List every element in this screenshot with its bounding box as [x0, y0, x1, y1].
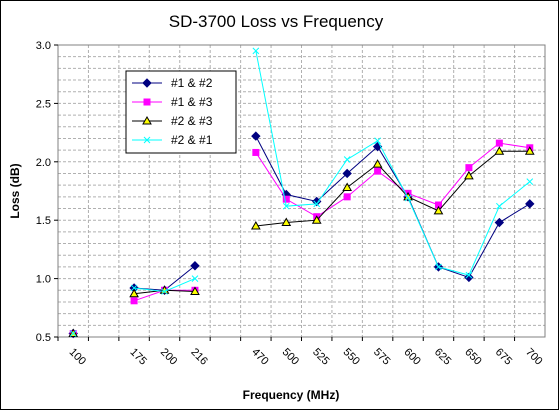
- x-marker-stroke: [435, 263, 442, 271]
- x-marker-stroke: [343, 156, 351, 163]
- series-3-point: [464, 170, 474, 180]
- series-1-point: [342, 168, 352, 179]
- x-marker-stroke: [526, 178, 534, 186]
- x-marker-stroke: [374, 137, 381, 145]
- y-tick-label: 1.5: [36, 215, 51, 227]
- x-tick-label: 675: [493, 346, 514, 367]
- x-marker-stroke: [130, 284, 138, 292]
- series-3-point: [311, 215, 322, 224]
- series-4-point: [69, 330, 77, 337]
- legend-marker: [142, 115, 152, 125]
- series-2-point: [252, 148, 260, 156]
- series-1-line: [255, 135, 531, 279]
- series-3-point: [494, 146, 505, 155]
- series-1-point: [525, 199, 535, 209]
- series-4-point: [495, 202, 503, 210]
- series-4-point: [404, 194, 412, 202]
- x-tick-label: 650: [462, 346, 483, 367]
- legend-label: #1 & #3: [171, 95, 213, 109]
- x-marker-stroke: [143, 136, 151, 144]
- x-tick-label: 470: [249, 346, 270, 367]
- series-3-point: [250, 221, 261, 230]
- x-tick-label: 200: [158, 346, 179, 367]
- series-4-point: [252, 47, 260, 55]
- series-layer: [68, 47, 535, 339]
- chart-title: SD-3700 Loss vs Frequency: [169, 12, 384, 31]
- x-axis-title: Frequency (MHz): [243, 388, 340, 402]
- series-3-point: [372, 159, 383, 168]
- x-tick-label: 700: [523, 346, 544, 367]
- series-2-point: [130, 297, 138, 305]
- y-axis-ticks: 0.5 1.0 1.5 2.0 2.5 3.0: [36, 40, 58, 344]
- series-3-point: [129, 288, 139, 298]
- series-2-point: [495, 139, 503, 147]
- series-1-point: [251, 131, 261, 141]
- legend-marker: [142, 78, 152, 88]
- series-3-point: [342, 182, 353, 191]
- x-tick-label: 525: [310, 346, 331, 367]
- series-4-line: [255, 50, 531, 276]
- series-4-point: [465, 271, 473, 279]
- series-3-point: [281, 217, 292, 227]
- legend-label: #2 & #3: [171, 114, 213, 128]
- x-marker-stroke: [161, 288, 168, 295]
- series-2-point: [343, 193, 351, 201]
- series-4-point: [161, 288, 168, 295]
- series-1-point: [464, 272, 474, 283]
- series-2-line: [255, 142, 530, 218]
- series-4: [69, 47, 534, 337]
- series-3-point: [190, 286, 200, 295]
- series-2-point: [374, 167, 382, 175]
- x-marker-stroke: [191, 275, 199, 282]
- x-tick-label: 600: [401, 346, 422, 367]
- x-marker-stroke: [252, 47, 260, 55]
- legend-marker: [143, 98, 151, 106]
- series-4-point: [435, 263, 442, 271]
- x-marker-stroke: [495, 202, 503, 210]
- series-4-point: [526, 178, 534, 186]
- x-tick-label: 575: [371, 346, 392, 367]
- legend-label: #2 & #1: [171, 133, 213, 147]
- series-4-point: [343, 156, 351, 163]
- y-axis-title: Loss (dB): [8, 163, 22, 218]
- series-4-point: [130, 284, 138, 292]
- legend-label: #1 & #2: [171, 76, 213, 90]
- series-3-point: [524, 146, 535, 155]
- y-tick-label: 2.5: [36, 98, 51, 110]
- x-marker-stroke: [282, 202, 290, 210]
- series-4-point: [282, 202, 290, 210]
- series-2-point: [282, 195, 290, 203]
- x-tick-label: 500: [280, 346, 301, 367]
- x-marker-stroke: [404, 194, 412, 202]
- x-tick-label: 175: [127, 346, 148, 367]
- series-3-point: [433, 205, 444, 215]
- y-tick-label: 0.5: [36, 332, 51, 344]
- x-marker-stroke: [465, 271, 473, 279]
- y-tick-label: 2.0: [36, 157, 51, 169]
- series-4-point: [313, 200, 321, 208]
- series-2-point: [465, 164, 473, 172]
- y-tick-label: 3.0: [36, 40, 51, 52]
- x-marker-stroke: [69, 330, 77, 337]
- x-tick-label: 100: [67, 346, 88, 367]
- x-marker-stroke: [313, 200, 321, 208]
- series-4-point: [191, 275, 199, 282]
- series-1-point: [190, 261, 200, 271]
- series-3-line: [255, 150, 530, 227]
- x-axis-ticks: 100 175 200 216 470 500 525 550 575 600 625 650 675 7…: [57, 337, 545, 368]
- series-3: [68, 146, 535, 337]
- x-tick-label: 550: [341, 346, 362, 367]
- series-4-point: [374, 137, 381, 145]
- y-tick-label: 1.0: [36, 274, 51, 286]
- legend-marker: [143, 136, 151, 144]
- series-1-point: [494, 217, 505, 228]
- series-2-point: [434, 201, 442, 209]
- x-tick-label: 625: [432, 346, 453, 367]
- legend: #1 & #2 #1 & #3 #2 & #3 #2 & #1: [125, 70, 237, 154]
- x-tick-label: 216: [188, 346, 209, 367]
